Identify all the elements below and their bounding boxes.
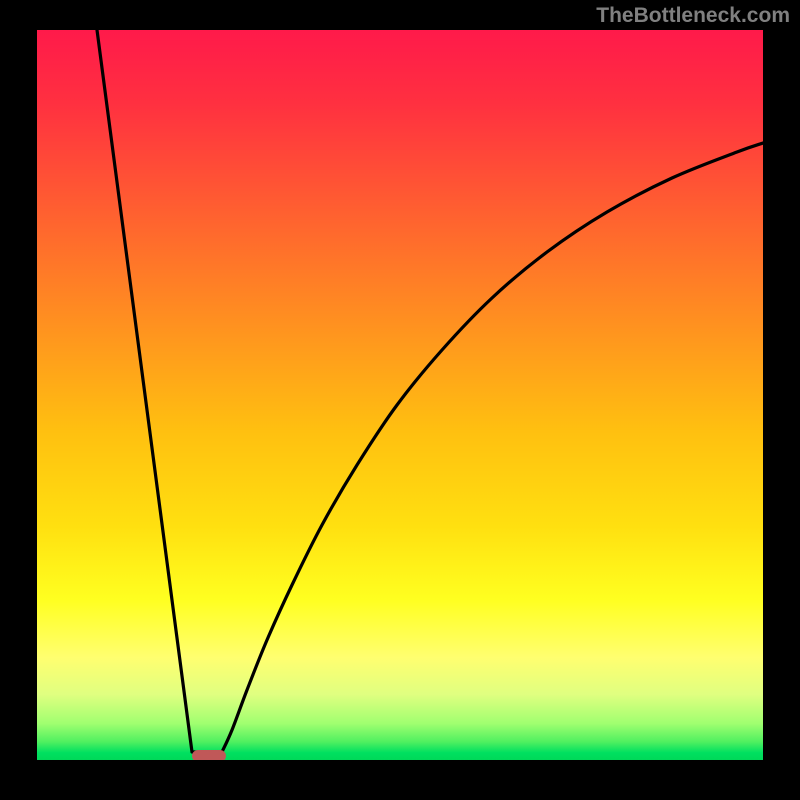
chart-container: TheBottleneck.com: [0, 0, 800, 800]
curve-layer: [37, 30, 763, 760]
plot-area: [37, 30, 763, 760]
bottleneck-curve: [97, 30, 763, 752]
watermark-text: TheBottleneck.com: [596, 4, 790, 28]
optimal-marker: [192, 750, 226, 760]
